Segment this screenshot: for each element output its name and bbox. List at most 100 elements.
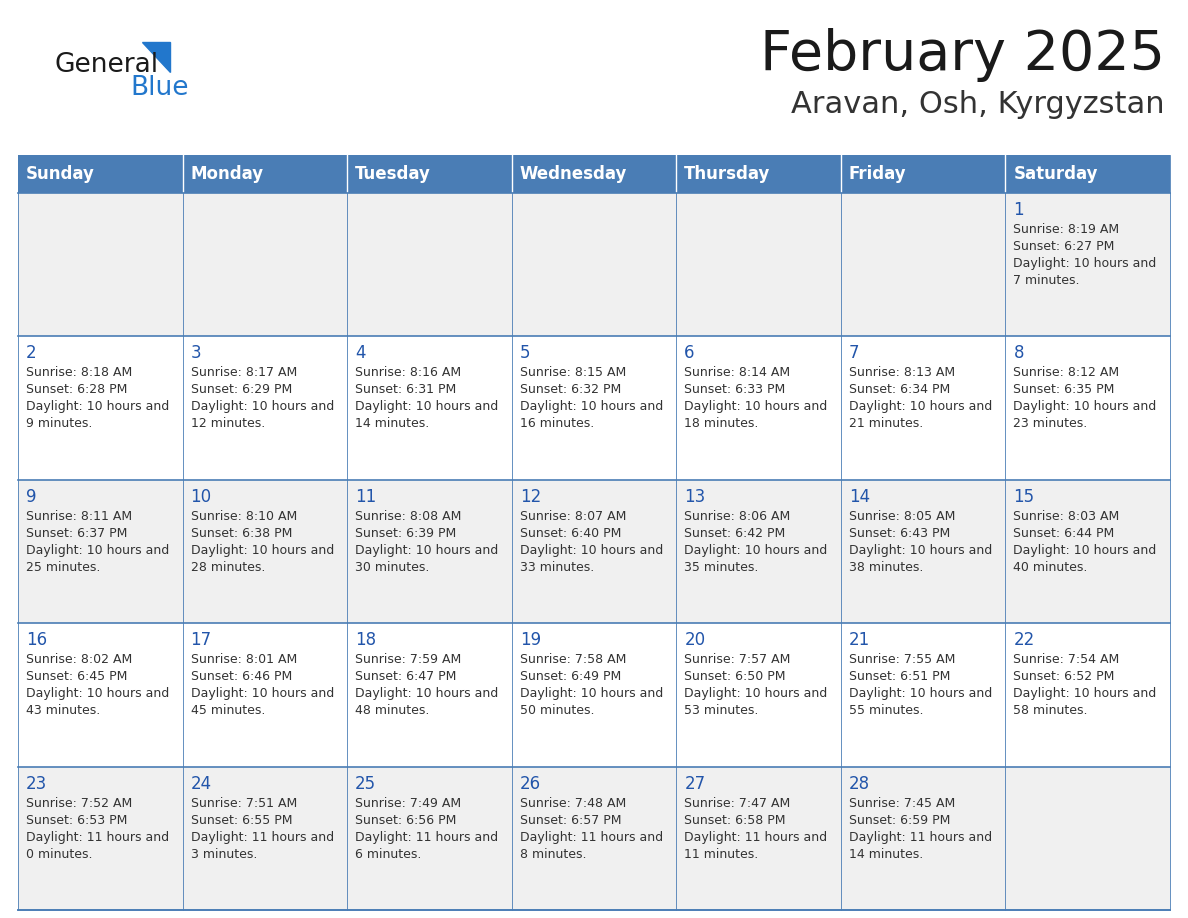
Text: 11: 11 — [355, 487, 377, 506]
Text: Daylight: 10 hours and: Daylight: 10 hours and — [355, 688, 499, 700]
Text: 18: 18 — [355, 632, 377, 649]
Text: 53 minutes.: 53 minutes. — [684, 704, 759, 717]
Text: Sunrise: 7:45 AM: Sunrise: 7:45 AM — [849, 797, 955, 810]
Text: Sunset: 6:52 PM: Sunset: 6:52 PM — [1013, 670, 1114, 683]
Text: Sunrise: 8:11 AM: Sunrise: 8:11 AM — [26, 509, 132, 522]
Bar — [18, 480, 1170, 623]
Text: Friday: Friday — [849, 165, 906, 183]
Text: Daylight: 10 hours and: Daylight: 10 hours and — [26, 688, 169, 700]
Text: 0 minutes.: 0 minutes. — [26, 847, 93, 860]
Text: Sunset: 6:51 PM: Sunset: 6:51 PM — [849, 670, 950, 683]
Text: 6 minutes.: 6 minutes. — [355, 847, 422, 860]
Text: February 2025: February 2025 — [760, 28, 1165, 82]
Text: Sunrise: 8:03 AM: Sunrise: 8:03 AM — [1013, 509, 1119, 522]
Text: 22: 22 — [1013, 632, 1035, 649]
Text: Daylight: 10 hours and: Daylight: 10 hours and — [519, 688, 663, 700]
Text: Sunset: 6:38 PM: Sunset: 6:38 PM — [190, 527, 292, 540]
Bar — [347, 155, 512, 193]
Text: Sunset: 6:45 PM: Sunset: 6:45 PM — [26, 670, 127, 683]
Text: 14 minutes.: 14 minutes. — [355, 418, 429, 431]
Text: Monday: Monday — [190, 165, 264, 183]
Bar — [512, 155, 676, 193]
Text: Daylight: 10 hours and: Daylight: 10 hours and — [355, 543, 499, 557]
Bar — [676, 155, 841, 193]
Text: 55 minutes.: 55 minutes. — [849, 704, 923, 717]
Text: 4: 4 — [355, 344, 366, 363]
Text: Sunrise: 8:14 AM: Sunrise: 8:14 AM — [684, 366, 790, 379]
Text: 14: 14 — [849, 487, 870, 506]
Text: 28 minutes.: 28 minutes. — [190, 561, 265, 574]
Text: 12: 12 — [519, 487, 541, 506]
Text: 25: 25 — [355, 775, 377, 792]
Text: Sunset: 6:44 PM: Sunset: 6:44 PM — [1013, 527, 1114, 540]
Text: Sunrise: 8:19 AM: Sunrise: 8:19 AM — [1013, 223, 1119, 236]
Text: Sunrise: 7:57 AM: Sunrise: 7:57 AM — [684, 654, 791, 666]
Text: Sunset: 6:27 PM: Sunset: 6:27 PM — [1013, 240, 1114, 253]
Text: Daylight: 10 hours and: Daylight: 10 hours and — [849, 543, 992, 557]
Text: Daylight: 10 hours and: Daylight: 10 hours and — [190, 400, 334, 413]
Text: Daylight: 10 hours and: Daylight: 10 hours and — [519, 400, 663, 413]
Text: Daylight: 10 hours and: Daylight: 10 hours and — [519, 543, 663, 557]
Text: 38 minutes.: 38 minutes. — [849, 561, 923, 574]
Text: Daylight: 10 hours and: Daylight: 10 hours and — [684, 688, 828, 700]
Text: Sunset: 6:47 PM: Sunset: 6:47 PM — [355, 670, 456, 683]
Text: 14 minutes.: 14 minutes. — [849, 847, 923, 860]
Text: 24: 24 — [190, 775, 211, 792]
Text: 25 minutes.: 25 minutes. — [26, 561, 100, 574]
Text: 11 minutes.: 11 minutes. — [684, 847, 758, 860]
Text: Sunrise: 8:07 AM: Sunrise: 8:07 AM — [519, 509, 626, 522]
Bar — [18, 193, 1170, 336]
Text: Sunset: 6:57 PM: Sunset: 6:57 PM — [519, 813, 621, 826]
Text: Sunrise: 7:48 AM: Sunrise: 7:48 AM — [519, 797, 626, 810]
Text: Sunset: 6:42 PM: Sunset: 6:42 PM — [684, 527, 785, 540]
Text: Sunset: 6:34 PM: Sunset: 6:34 PM — [849, 384, 950, 397]
Bar — [18, 767, 1170, 910]
Text: 26: 26 — [519, 775, 541, 792]
Bar — [183, 155, 347, 193]
Text: Sunrise: 8:08 AM: Sunrise: 8:08 AM — [355, 509, 461, 522]
Bar — [1005, 155, 1170, 193]
Bar — [841, 155, 1005, 193]
Text: Sunset: 6:28 PM: Sunset: 6:28 PM — [26, 384, 127, 397]
Text: Daylight: 10 hours and: Daylight: 10 hours and — [1013, 688, 1157, 700]
Text: 27: 27 — [684, 775, 706, 792]
Text: 7 minutes.: 7 minutes. — [1013, 274, 1080, 287]
Text: Sunset: 6:39 PM: Sunset: 6:39 PM — [355, 527, 456, 540]
Text: 18 minutes.: 18 minutes. — [684, 418, 759, 431]
Text: Sunrise: 8:18 AM: Sunrise: 8:18 AM — [26, 366, 132, 379]
Text: 15: 15 — [1013, 487, 1035, 506]
Text: 12 minutes.: 12 minutes. — [190, 418, 265, 431]
Text: Daylight: 10 hours and: Daylight: 10 hours and — [1013, 543, 1157, 557]
Text: 3: 3 — [190, 344, 201, 363]
Text: Sunset: 6:31 PM: Sunset: 6:31 PM — [355, 384, 456, 397]
Text: Sunrise: 7:49 AM: Sunrise: 7:49 AM — [355, 797, 461, 810]
Text: 45 minutes.: 45 minutes. — [190, 704, 265, 717]
Text: Sunrise: 8:17 AM: Sunrise: 8:17 AM — [190, 366, 297, 379]
Text: Sunset: 6:53 PM: Sunset: 6:53 PM — [26, 813, 127, 826]
Text: 8 minutes.: 8 minutes. — [519, 847, 586, 860]
Text: Sunset: 6:58 PM: Sunset: 6:58 PM — [684, 813, 785, 826]
Text: Daylight: 10 hours and: Daylight: 10 hours and — [849, 688, 992, 700]
Text: Daylight: 11 hours and: Daylight: 11 hours and — [519, 831, 663, 844]
Text: 7: 7 — [849, 344, 859, 363]
Text: Sunrise: 8:13 AM: Sunrise: 8:13 AM — [849, 366, 955, 379]
Text: Sunset: 6:33 PM: Sunset: 6:33 PM — [684, 384, 785, 397]
Text: 33 minutes.: 33 minutes. — [519, 561, 594, 574]
Text: 50 minutes.: 50 minutes. — [519, 704, 594, 717]
Text: Sunrise: 8:05 AM: Sunrise: 8:05 AM — [849, 509, 955, 522]
Text: 58 minutes.: 58 minutes. — [1013, 704, 1088, 717]
Text: 20: 20 — [684, 632, 706, 649]
Text: Daylight: 10 hours and: Daylight: 10 hours and — [26, 543, 169, 557]
Text: 16 minutes.: 16 minutes. — [519, 418, 594, 431]
Text: Daylight: 10 hours and: Daylight: 10 hours and — [355, 400, 499, 413]
Text: Daylight: 10 hours and: Daylight: 10 hours and — [684, 543, 828, 557]
Text: 10: 10 — [190, 487, 211, 506]
Text: Daylight: 10 hours and: Daylight: 10 hours and — [849, 400, 992, 413]
Text: 43 minutes.: 43 minutes. — [26, 704, 100, 717]
Text: Sunset: 6:59 PM: Sunset: 6:59 PM — [849, 813, 950, 826]
Text: 23 minutes.: 23 minutes. — [1013, 418, 1088, 431]
Text: Daylight: 10 hours and: Daylight: 10 hours and — [190, 688, 334, 700]
Text: Blue: Blue — [129, 75, 189, 101]
Text: Daylight: 11 hours and: Daylight: 11 hours and — [190, 831, 334, 844]
Text: Sunset: 6:55 PM: Sunset: 6:55 PM — [190, 813, 292, 826]
